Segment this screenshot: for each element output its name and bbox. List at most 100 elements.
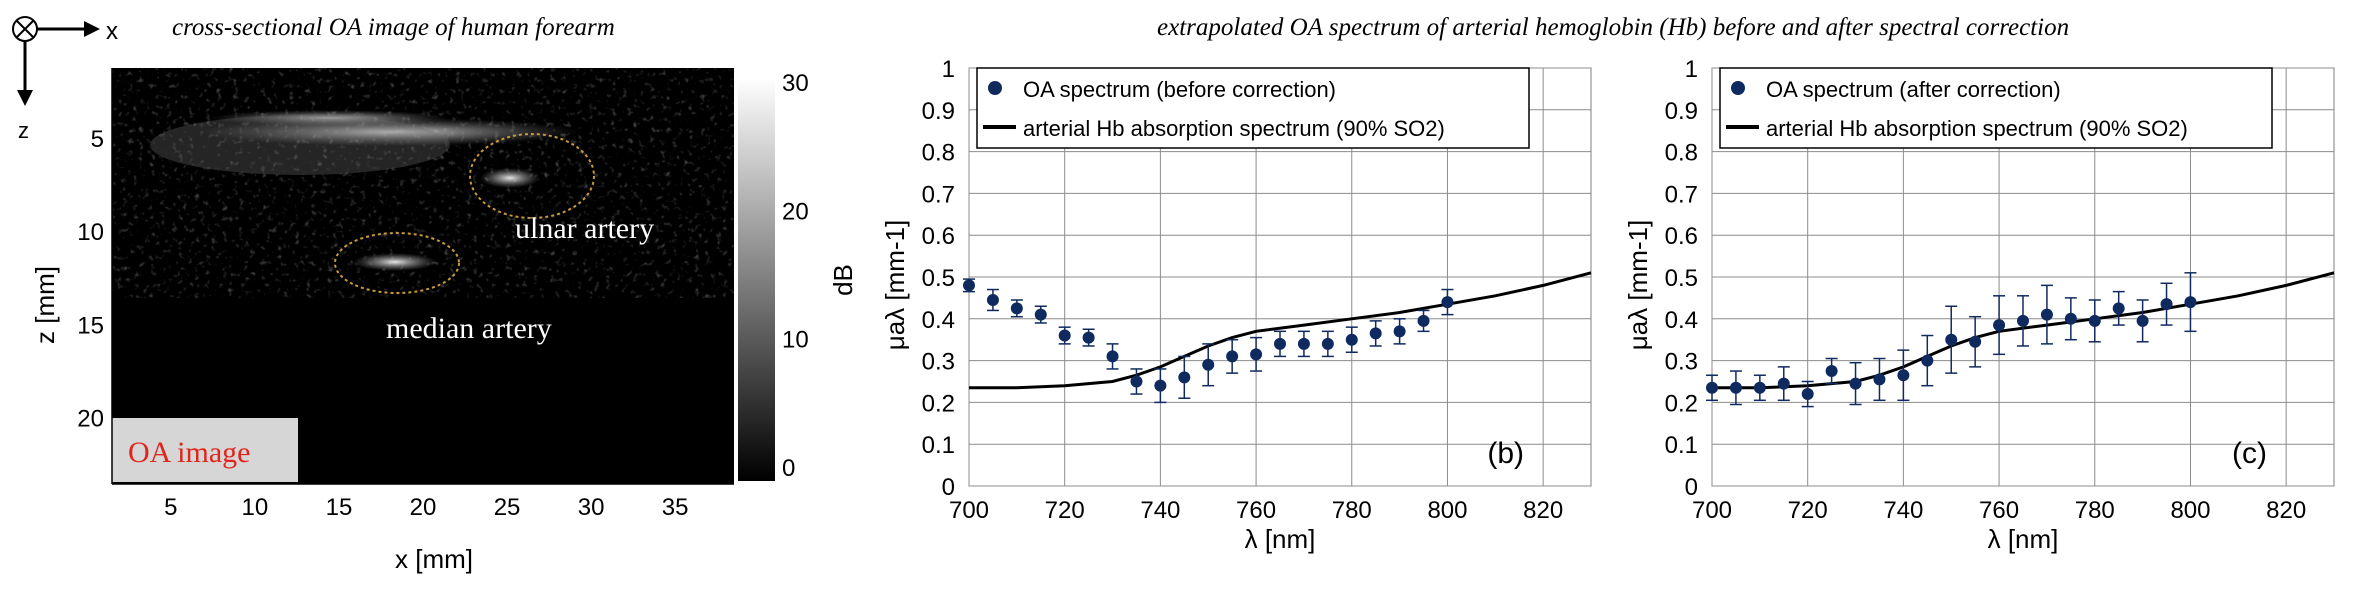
data-point [1945,333,1958,346]
chart-b-y-axis-label: μaλ [mm-1] [880,220,910,351]
oa-x-tick-label: 15 [326,494,353,521]
data-point [1250,348,1263,361]
chart-b-legend-line-label: arterial Hb absorption spectrum (90% SO2… [1023,116,1445,141]
data-point [1010,302,1023,315]
skin-layer-upper [210,110,450,126]
chart-c-x-tick-labels: 700 720 740 760 780 800 820 [1692,497,2306,524]
colorbar-tick-label: 30 [782,70,809,97]
tissue-region [150,115,450,175]
orientation-symbol [12,16,100,106]
data-point [2136,314,2149,327]
y-tick-label: 0.4 [922,307,955,334]
colorbar: 0 10 20 30 dB [738,70,858,482]
ulnar-vessel [480,168,540,188]
chart-c-panel-label: (c) [2232,437,2267,470]
data-point [1202,358,1215,371]
chart-b-legend [976,67,1530,149]
ulnar-artery-label: ulnar artery [515,212,654,245]
hb-absorption-curve [969,271,1592,390]
colorbar-tick-label: 20 [782,198,809,225]
chart-c-legend-points: OA spectrum (after correction) [1766,77,2061,102]
data-point [1441,296,1454,309]
oa-image-badge [112,418,298,482]
oa-x-tick-label: 30 [578,494,605,521]
colorbar-tick-label: 0 [782,455,795,482]
oa-y-tick-labels: 5 10 15 20 [77,126,104,433]
x-tick-label: 820 [1523,497,1563,524]
data-point [1274,337,1286,350]
chart-b-legend-marker [988,81,1002,95]
oa-x-tick-label: 5 [164,494,177,521]
chart-c-data-points [1706,272,2197,408]
data-point [1706,381,1718,394]
chart-b-panel-label: (b) [1487,437,1524,470]
y-tick-label: 0.6 [1665,223,1698,250]
x-tick-label: 740 [1140,497,1180,524]
median-artery-marker [334,232,460,294]
data-point [2160,298,2173,311]
oa-x-tick-label: 35 [662,494,689,521]
x-tick-label: 800 [2170,497,2210,524]
x-tick-label: 740 [1883,497,1923,524]
colorbar-gradient [738,78,775,481]
y-tick-label: 0.8 [922,140,955,167]
data-point [1825,365,1838,378]
data-point [1034,308,1047,321]
oa-y-tick-label: 20 [77,406,104,433]
data-point [1393,325,1406,338]
y-tick-label: 1 [1685,56,1698,83]
data-point [1993,319,2006,332]
colorbar-tick-labels: 0 10 20 30 [782,70,809,482]
oa-x-tick-labels: 5 10 15 20 25 30 35 [164,494,688,521]
x-tick-label: 700 [949,497,989,524]
data-point [1369,327,1382,340]
data-point [1345,333,1358,346]
data-point [2017,314,2029,327]
data-point [1729,381,1742,394]
data-point [2064,312,2077,325]
y-tick-label: 0.3 [922,349,955,376]
x-tick-label: 720 [1788,497,1828,524]
oa-y-tick-label: 10 [77,219,104,246]
y-tick-label: 0.5 [922,265,955,292]
spectrum-title: extrapolated OA spectrum of arterial hem… [1157,14,2070,41]
y-tick-label: 0 [1685,474,1698,501]
x-tick-label: 780 [1332,497,1372,524]
chart-c-y-axis-label: μaλ [mm-1] [1623,220,1653,351]
y-tick-label: 0.2 [1665,390,1698,417]
oa-y-tick-label: 15 [77,312,104,339]
data-point [1777,377,1790,390]
chart-b-legend-points: OA spectrum (before correction) [1023,77,1336,102]
colorbar-label: dB [828,264,858,296]
data-point [1082,331,1095,344]
spectrum-chart-after: 700 720 740 760 780 800 820 0 0.1 0.2 0.3 0.4 0.5 0.… [1623,56,2335,554]
x-tick-label: 780 [2075,497,2115,524]
data-point [2088,314,2101,327]
data-point [2112,302,2125,315]
data-point [1106,350,1119,363]
data-point [1321,337,1334,350]
oa-x-tick-label: 10 [242,494,269,521]
y-tick-label: 0.6 [922,223,955,250]
chart-c-x-axis-label: λ [nm] [1988,524,2059,554]
chart-b-x-tick-labels: 700 720 740 760 780 800 820 [949,497,1563,524]
y-tick-label: 0.2 [922,390,955,417]
data-point [963,279,975,292]
y-tick-label: 0 [942,474,955,501]
chart-c-legend-line-label: arterial Hb absorption spectrum (90% SO2… [1766,116,2188,141]
oa-x-tick-label: 25 [494,494,521,521]
oa-image-panel: ulnar artery median artery OA image 5 10 1… [30,68,734,574]
y-tick-label: 0.7 [922,181,955,208]
orientation-x-label: x [106,18,118,45]
chart-c-legend [1719,67,2273,149]
y-tick-label: 0.1 [1665,432,1698,459]
y-tick-label: 0.9 [1665,98,1698,125]
data-point [1297,337,1310,350]
data-point [1969,335,1982,348]
oa-image-badge-label: OA image [128,436,250,469]
y-tick-label: 0.4 [1665,307,1698,334]
data-point [1849,377,1862,390]
chart-b-data-points [963,278,1454,404]
oa-x-axis-label: x [mm] [395,544,473,574]
